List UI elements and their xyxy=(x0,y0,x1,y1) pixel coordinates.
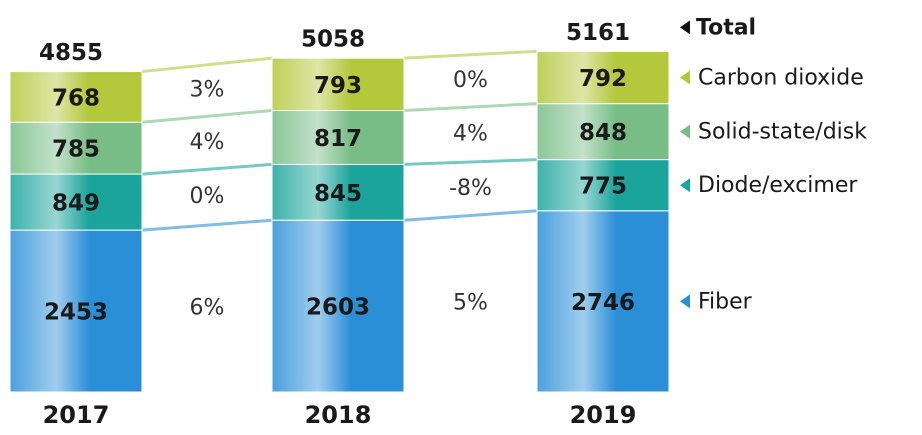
legend-label: Total xyxy=(696,15,756,40)
legend-label: Solid-state/disk xyxy=(698,120,867,145)
legend-marker xyxy=(680,70,690,85)
growth-label: 4% xyxy=(453,122,488,147)
connector xyxy=(141,218,273,232)
value-label: 2603 xyxy=(306,295,370,321)
bar-segment xyxy=(9,173,143,231)
x-tick-label: 2018 xyxy=(305,401,372,429)
legend-marker xyxy=(680,178,690,193)
total-label: 5161 xyxy=(566,20,630,46)
connector xyxy=(141,109,273,124)
bar-segment xyxy=(536,103,670,161)
growth-label: 6% xyxy=(190,296,225,321)
value-label: 849 xyxy=(52,191,100,217)
value-label: 768 xyxy=(52,85,100,111)
x-tick-label: 2017 xyxy=(43,401,110,429)
growth-label: 4% xyxy=(190,130,225,155)
value-label: 792 xyxy=(579,66,627,92)
x-tick-label: 2019 xyxy=(570,401,637,429)
growth-label: 5% xyxy=(453,291,488,316)
total-label: 5058 xyxy=(301,27,365,53)
bar-segment xyxy=(536,159,670,212)
connector xyxy=(403,49,538,60)
connector xyxy=(403,158,538,166)
legend-label: Fiber xyxy=(698,289,753,314)
value-label: 775 xyxy=(579,174,627,200)
value-label: 845 xyxy=(314,181,362,207)
growth-label: 0% xyxy=(190,184,225,209)
bar-segment xyxy=(271,57,405,112)
legend-marker xyxy=(680,124,690,139)
connector xyxy=(403,209,538,222)
growth-label: 0% xyxy=(453,68,488,93)
bar-segment xyxy=(271,163,405,221)
value-label: 785 xyxy=(52,137,100,163)
connector xyxy=(141,162,273,176)
legend-marker xyxy=(680,294,690,309)
bar-segment xyxy=(271,219,405,393)
value-label: 2746 xyxy=(571,290,635,316)
connector xyxy=(141,56,273,74)
bar-segment xyxy=(9,71,143,123)
legend-marker xyxy=(680,20,690,35)
value-label: 2453 xyxy=(44,300,108,326)
legend-label: Carbon dioxide xyxy=(698,66,864,91)
bar-segment xyxy=(9,229,143,393)
bar-segment xyxy=(536,50,670,105)
value-label: 848 xyxy=(579,120,627,146)
growth-label: 3% xyxy=(190,78,225,103)
total-label: 4855 xyxy=(39,40,103,66)
bar-segment xyxy=(271,110,405,165)
legend-label: Diode/excimer xyxy=(698,173,858,198)
value-label: 793 xyxy=(314,73,362,99)
bar-segment xyxy=(536,210,670,393)
value-label: 817 xyxy=(314,126,362,152)
growth-label: -8% xyxy=(449,176,492,201)
connector xyxy=(403,102,538,113)
